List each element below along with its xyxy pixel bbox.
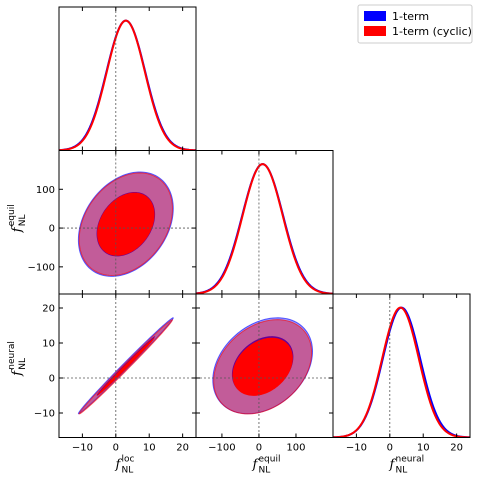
panel-neural-neural: −10 0 10 20	[332, 293, 471, 454]
marginal-curves	[59, 19, 470, 438]
x-tick-label: 20	[450, 443, 463, 454]
marginal-curve-equil-series-b	[196, 163, 333, 294]
y-tick-label: 20	[42, 304, 55, 315]
y-tick-label: 0	[49, 224, 55, 235]
contour-group	[78, 172, 173, 276]
xlabel-neural-symbol: f	[389, 458, 397, 473]
y-tick-label: −10	[34, 409, 55, 420]
panel-equil-equil	[195, 150, 334, 295]
xlabel-neural-subscript: NL	[396, 466, 408, 476]
x-tick-label: −10	[72, 443, 93, 454]
xlabel-loc-symbol: f	[115, 458, 123, 473]
contour-68-series-b	[97, 337, 155, 396]
contour-fills	[77, 171, 314, 415]
x-tick-label: 0	[113, 443, 119, 454]
ylabel-equil-subscript: NL	[18, 215, 28, 227]
legend-swatch	[364, 11, 386, 21]
x-tick-label: 10	[417, 443, 430, 454]
panel-frame	[332, 293, 471, 438]
legend: 1-term 1-term (cyclic)	[357, 4, 473, 44]
panel-frame	[195, 150, 334, 295]
contour-68-series-b	[97, 192, 155, 256]
marginal-curve-loc-series-b	[59, 19, 196, 151]
ylabel-neural-subscript: NL	[18, 358, 28, 370]
marginal-curve-neural-series-b	[333, 306, 470, 438]
xlabel-loc-superscript: loc	[122, 455, 135, 465]
xlabel-loc-subscript: NL	[122, 466, 134, 476]
ylabel-neural-symbol: f	[10, 369, 25, 377]
legend-label: 1-term	[392, 10, 429, 23]
panel-loc-loc	[58, 6, 197, 151]
legend-swatch	[364, 26, 386, 36]
marginal-curve-neural-series-a	[333, 306, 470, 438]
xlabel-neural-superscript: neural	[396, 455, 425, 465]
contour-group	[213, 319, 313, 415]
ylabel-equil-symbol: f	[10, 225, 25, 233]
marginal-curve-equil-series-a	[196, 163, 333, 294]
ylabel-equil-superscript: equil	[7, 204, 17, 226]
legend-frame	[357, 4, 473, 44]
contour-68-series-b	[232, 337, 293, 396]
x-tick-label: −10	[346, 443, 367, 454]
y-tick-label: 100	[36, 185, 55, 196]
x-tick-label: 0	[256, 443, 262, 454]
xlabel-equil-superscript: equil	[259, 455, 281, 465]
y-tick-label: 0	[49, 374, 55, 385]
x-tick-label: 20	[176, 443, 189, 454]
x-tick-label: −100	[208, 443, 235, 454]
xlabel-equil-symbol: f	[252, 458, 260, 473]
panel-frame	[58, 6, 197, 151]
y-tick-label: 10	[42, 339, 55, 350]
x-tick-label: 0	[387, 443, 393, 454]
ylabel-neural-superscript: neural	[7, 341, 17, 370]
y-tick-label: −100	[28, 262, 55, 273]
contour-group	[78, 319, 173, 415]
legend-label: 1-term (cyclic)	[392, 25, 472, 38]
marginal-curve-loc-series-a	[59, 19, 196, 151]
xlabel-equil-subscript: NL	[259, 466, 271, 476]
x-tick-label: 10	[143, 443, 156, 454]
panel-neural-loc: −10 0 10 20 −10 0 10 20	[34, 293, 197, 454]
x-tick-label: 100	[286, 443, 305, 454]
